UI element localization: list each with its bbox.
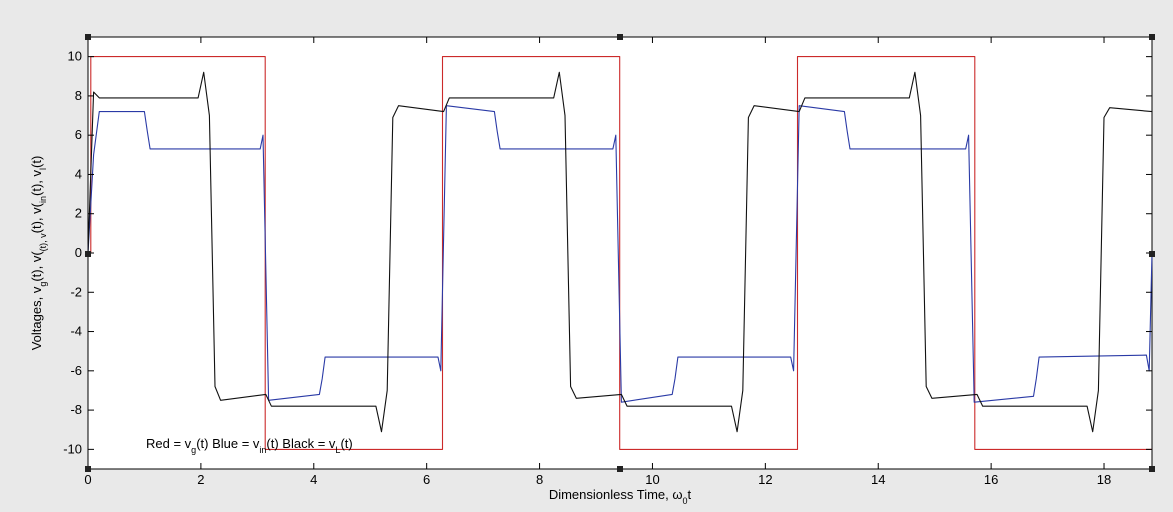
x-tick-label: 8	[536, 472, 543, 487]
selection-handle-top-right[interactable]	[1149, 34, 1155, 40]
selection-handle-top-left[interactable]	[85, 34, 91, 40]
selection-handles[interactable]	[85, 34, 1155, 472]
selection-handle-bottom-right[interactable]	[1149, 466, 1155, 472]
y-tick-label: 10	[68, 49, 82, 64]
axes-layer: 0 2 4 6 8 10 12 14 16 18 -10 -8 -6 -4 -2 0 2 4 6 8 10	[63, 37, 1152, 487]
selection-handle-bottom-left[interactable]	[85, 466, 91, 472]
y-tick-label: 0	[75, 245, 82, 260]
selection-handle-middle-left[interactable]	[85, 251, 91, 257]
series-line-black	[87, 71, 1153, 433]
x-tick-label: 18	[1097, 472, 1111, 487]
x-tick-label: 4	[310, 472, 317, 487]
x-tick-label: 2	[197, 472, 204, 487]
y-tick-label: -4	[70, 324, 82, 339]
x-axis-label: Dimensionless Time, ω0t	[549, 487, 692, 506]
x-tick-label: 14	[871, 472, 885, 487]
y-tick-label: 4	[75, 166, 82, 181]
selection-handle-top-middle[interactable]	[617, 34, 623, 40]
y-tick-label: 2	[75, 206, 82, 221]
series-color-note: Red = vg(t) Blue = vin(t) Black = vL(t)	[146, 436, 353, 455]
x-tick-label: 12	[758, 472, 772, 487]
x-tick-label: 6	[423, 472, 430, 487]
x-tick-label: 0	[84, 472, 91, 487]
x-tick-label: 10	[645, 472, 659, 487]
x-tick-label: 16	[984, 472, 998, 487]
y-tick-label: 6	[75, 127, 82, 142]
y-tick-label: -6	[70, 363, 82, 378]
y-axis-label: Voltages, vg(t), v((t), v(t), v(in(t), v…	[29, 156, 48, 351]
series-line-red	[88, 56, 1152, 450]
series-layer	[87, 56, 1153, 450]
selection-handle-middle-right[interactable]	[1149, 251, 1155, 257]
selection-handle-bottom-middle[interactable]	[617, 466, 623, 472]
y-tick-label: -10	[63, 441, 82, 456]
series-line-blue	[87, 105, 1153, 403]
y-tick-label: 8	[75, 88, 82, 103]
y-tick-label: -2	[70, 284, 82, 299]
y-tick-label: -8	[70, 402, 82, 417]
